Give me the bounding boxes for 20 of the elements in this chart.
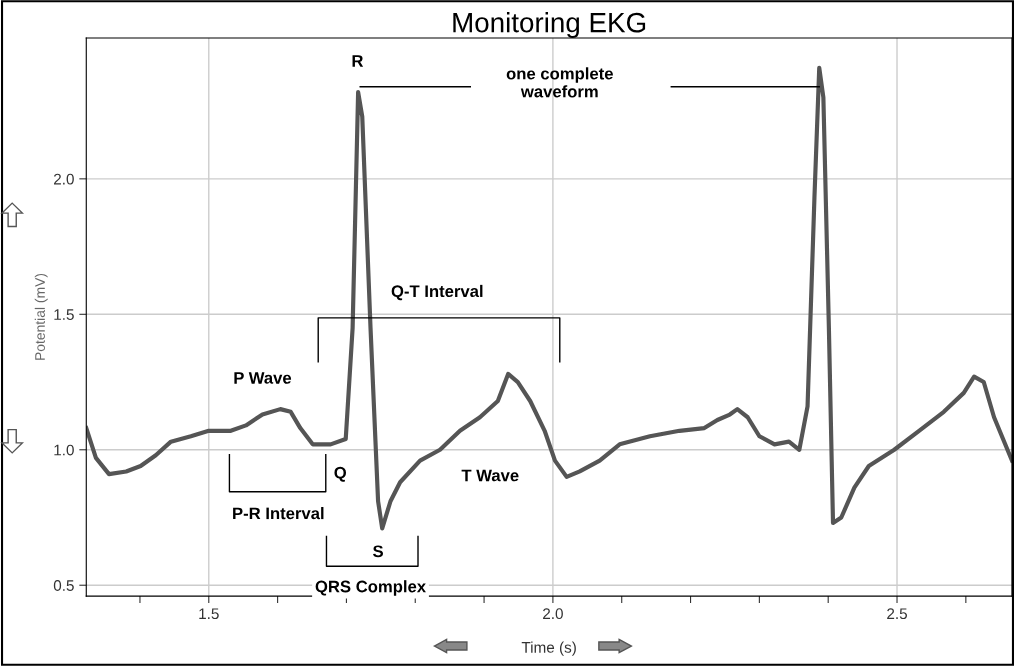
annotation: Q-T Interval: [391, 284, 483, 301]
annotation: QRS Complex: [315, 580, 426, 596]
line-series: [86, 65, 1012, 531]
y-tick-label: 1.0: [54, 444, 74, 456]
chart-title: Monitoring EKG: [453, 12, 646, 38]
y-tick-label: 0.5: [53, 580, 74, 591]
y-axis-title: Potential (mV): [34, 273, 48, 360]
y-tick-label: 1.5: [54, 309, 74, 320]
annotation: R: [352, 55, 364, 67]
x-axis-title: Time (s): [521, 641, 576, 656]
annotation: T Wave: [461, 469, 519, 482]
annotation: one complete waveform: [506, 67, 613, 98]
annotation: S: [373, 545, 383, 558]
y-tick-label: 2.0: [54, 173, 74, 185]
x-tick-label: 2.5: [887, 608, 907, 620]
annotation: P Wave: [234, 372, 292, 384]
x-tick-label: 2.0: [543, 608, 563, 620]
x-tick-label: 1.5: [199, 608, 219, 620]
annotation: Q: [334, 466, 347, 482]
annotation: P-R Interval: [233, 507, 324, 520]
